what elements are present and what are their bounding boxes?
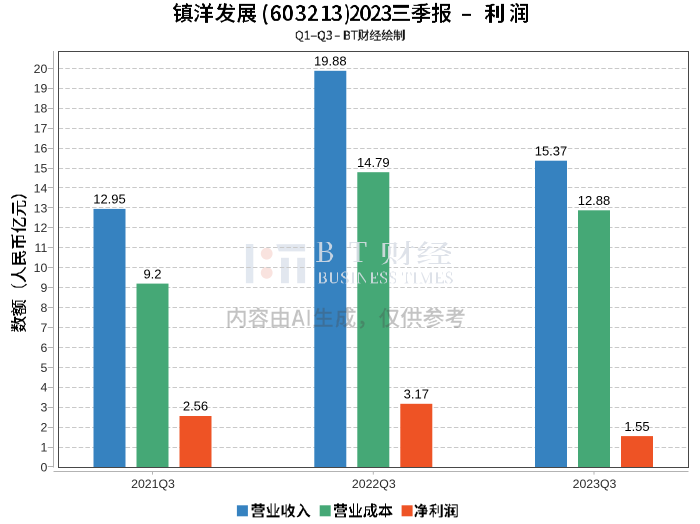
svg-text:3.17: 3.17	[404, 387, 429, 402]
svg-text:12: 12	[34, 221, 48, 235]
svg-text:9.2: 9.2	[143, 266, 161, 281]
svg-text:15: 15	[34, 162, 48, 176]
svg-text:2021Q3: 2021Q3	[131, 477, 175, 491]
svg-text:9: 9	[40, 281, 47, 295]
svg-text:13: 13	[34, 201, 48, 215]
svg-text:0: 0	[40, 460, 47, 474]
svg-text:16: 16	[34, 142, 48, 156]
svg-text:6: 6	[40, 341, 47, 355]
svg-text:10: 10	[34, 261, 48, 275]
svg-text:5: 5	[40, 361, 47, 375]
svg-text:15.37: 15.37	[535, 143, 568, 158]
svg-text:12.95: 12.95	[93, 192, 126, 207]
svg-text:19: 19	[34, 82, 48, 96]
svg-text:2.56: 2.56	[183, 399, 208, 414]
svg-text:2023Q3: 2023Q3	[573, 477, 617, 491]
svg-text:1.55: 1.55	[624, 419, 649, 434]
svg-text:2022Q3: 2022Q3	[352, 477, 396, 491]
svg-text:14.79: 14.79	[357, 155, 390, 170]
svg-text:19.88: 19.88	[314, 54, 347, 69]
svg-text:4: 4	[40, 381, 47, 395]
svg-text:11: 11	[35, 241, 48, 255]
svg-text:2: 2	[40, 421, 47, 435]
svg-text:12.88: 12.88	[578, 193, 611, 208]
svg-text:7: 7	[40, 321, 47, 335]
svg-text:20: 20	[34, 62, 48, 76]
svg-text:17: 17	[34, 122, 48, 136]
svg-text:18: 18	[34, 102, 48, 116]
svg-text:3: 3	[40, 401, 47, 415]
svg-text:8: 8	[40, 301, 47, 315]
svg-text:14: 14	[34, 181, 48, 195]
svg-text:1: 1	[40, 441, 47, 455]
